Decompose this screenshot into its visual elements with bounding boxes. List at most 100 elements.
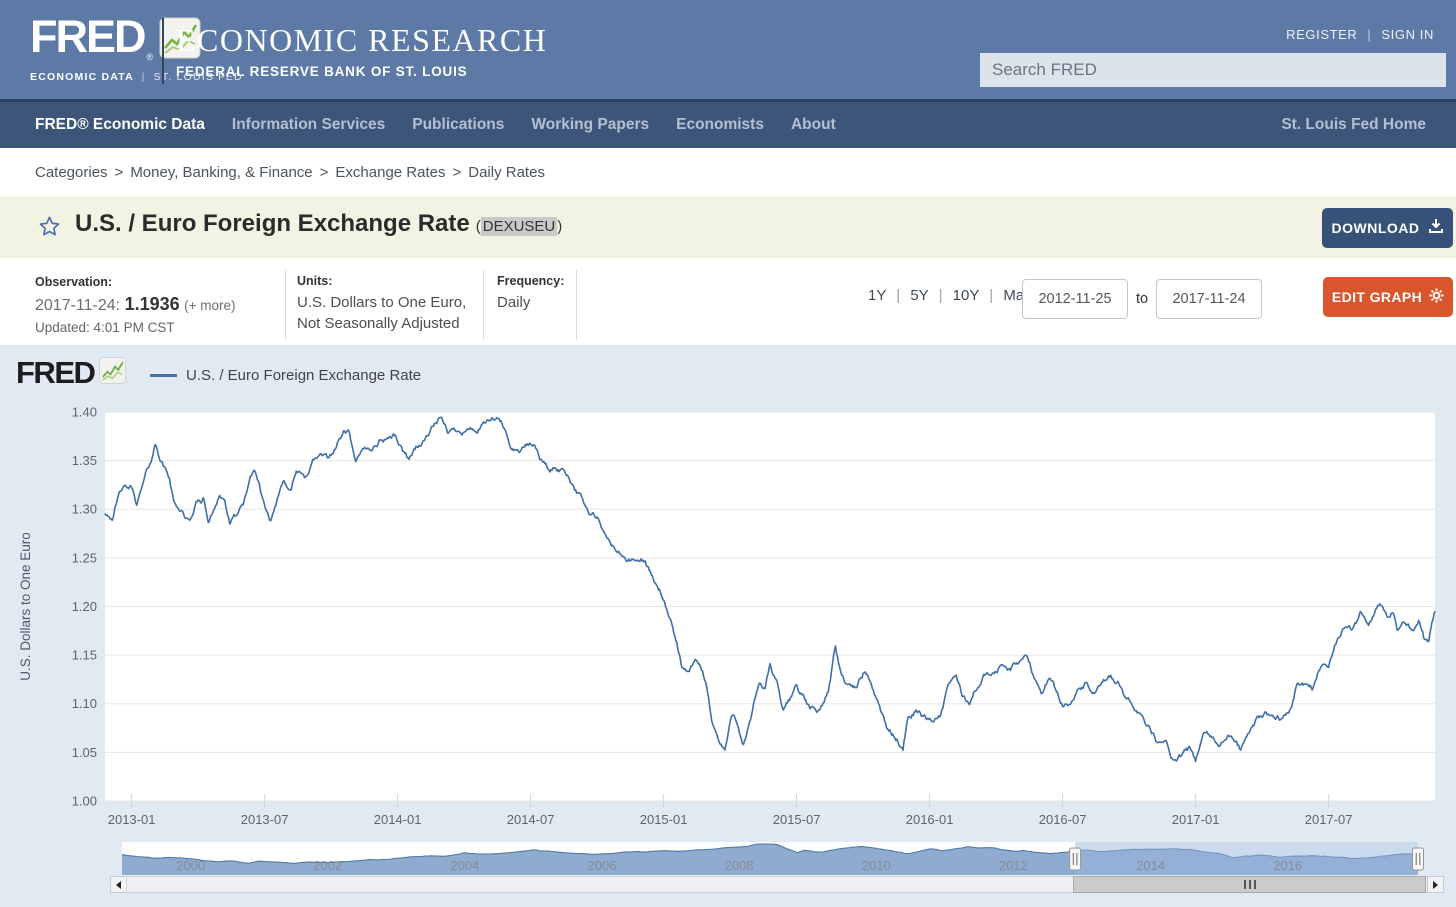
x-tick-label: 2017-07 (1305, 812, 1353, 827)
observation-updated: Updated: 4:01 PM CST (35, 320, 175, 335)
x-tick-label: 2014-01 (374, 812, 422, 827)
navigator-year-label: 2008 (725, 858, 754, 873)
download-button-label: DOWNLOAD (1331, 220, 1420, 236)
series-id: (DEXUSEU) (475, 217, 563, 236)
fred-watermark-chart-icon (99, 357, 127, 389)
x-tick-label: 2013-01 (108, 812, 156, 827)
navigator-year-label: 2010 (862, 858, 891, 873)
navigator-year-label: 2004 (450, 858, 479, 873)
series-title-text: U.S. / Euro Foreign Exchange Rate (75, 210, 470, 237)
navigator-year-label: 2006 (588, 858, 617, 873)
y-tick-label: 1.05 (72, 745, 97, 760)
scrollbar-left-arrow[interactable] (110, 876, 127, 893)
page-title: U.S. / Euro Foreign Exchange Rate (DEXUSE… (75, 210, 562, 238)
navigator-year-label: 2012 (999, 858, 1028, 873)
tagline-st-louis-fed: ST. LOUIS FED (153, 71, 243, 83)
series-meta-row: Observation: 2017-11-24: 1.1936 (+ more)… (0, 258, 1456, 345)
auth-links: REGISTER | SIGN IN (1286, 27, 1434, 42)
fred-logo-registered-mark: ® (146, 52, 154, 62)
column-divider (285, 270, 286, 340)
right-arrow-icon (1433, 880, 1438, 889)
nav-item-information-services[interactable]: Information Services (231, 116, 386, 133)
breadcrumb-categories[interactable]: Categories (35, 163, 108, 181)
units-block: Units: U.S. Dollars to One Euro, Not Sea… (297, 271, 466, 334)
gear-icon (1429, 288, 1444, 306)
nav-item-st-louis-fed-home[interactable]: St. Louis Fed Home (1281, 116, 1426, 133)
range-preset-10y[interactable]: 10Y (952, 287, 980, 304)
breadcrumb-daily-rates[interactable]: Daily Rates (468, 163, 545, 181)
y-tick-label: 1.20 (72, 599, 97, 614)
scrollbar-thumb[interactable] (1073, 876, 1426, 893)
navigator-year-label: 2000 (176, 858, 205, 873)
chart-legend: U.S. / Euro Foreign Exchange Rate (150, 367, 421, 384)
observation-more-link[interactable]: (+ more) (184, 298, 236, 313)
x-tick-label: 2013-07 (241, 812, 289, 827)
edit-graph-button[interactable]: EDIT GRAPH (1323, 277, 1453, 317)
range-preset-1y[interactable]: 1Y (868, 287, 887, 304)
range-preset-5y[interactable]: 5Y (910, 287, 929, 304)
fred-logo-chart-icon (159, 17, 201, 64)
fred-watermark: FRED (16, 355, 127, 391)
units-label: Units: (297, 274, 333, 288)
y-tick-label: 1.30 (72, 502, 97, 517)
x-tick-label: 2014-07 (507, 812, 555, 827)
breadcrumb-exchange-rates[interactable]: Exchange Rates (335, 163, 446, 181)
nav-item-working-papers[interactable]: Working Papers (531, 116, 650, 133)
navigator-selection[interactable] (1075, 842, 1418, 875)
frequency-label: Frequency: (497, 274, 565, 288)
nav-item-about[interactable]: About (790, 116, 836, 133)
nav-item-fred-economic-data[interactable]: FRED® Economic Data (35, 116, 205, 133)
breadcrumb: Categories > Money, Banking, & Finance >… (0, 148, 1456, 196)
scrollbar-right-arrow[interactable] (1427, 876, 1444, 893)
y-tick-label: 1.00 (72, 794, 97, 809)
favorite-star-icon[interactable] (38, 215, 61, 243)
register-link[interactable]: REGISTER (1286, 27, 1358, 42)
start-date-input[interactable] (1022, 279, 1128, 319)
main-chart-svg: 1.40 1.35 1.30 1.25 1.20 1.15 1.10 1.05 1.00 2013… (18, 405, 1436, 875)
navigator-year-label: 2016 (1273, 858, 1302, 873)
site-title-block: ECONOMIC RESEARCH FEDERAL RESERVE BANK O… (176, 22, 547, 79)
units-line1: U.S. Dollars to One Euro, (297, 294, 467, 311)
end-date-input[interactable] (1156, 279, 1262, 319)
units-line2: Not Seasonally Adjusted (297, 315, 460, 332)
fred-logo[interactable]: FRED ® ECONOMIC DATA | ST. LOUIS FED (30, 14, 243, 83)
legend-series-label: U.S. / Euro Foreign Exchange Rate (186, 367, 422, 384)
chart-region: 1.40 1.35 1.30 1.25 1.20 1.15 1.10 1.05 1.00 2013… (0, 345, 1456, 907)
site-header: FRED ® ECONOMIC DATA | ST. LOUIS FED ECO… (0, 0, 1456, 99)
horizontal-scrollbar (110, 876, 1444, 893)
fred-logo-tagline: ECONOMIC DATA | ST. LOUIS FED (30, 71, 243, 83)
site-subtitle: FEDERAL RESERVE BANK OF ST. LOUIS (176, 64, 468, 79)
series-title-band: U.S. / Euro Foreign Exchange Rate (DEXUSE… (0, 196, 1456, 258)
site-title: ECONOMIC RESEARCH (176, 22, 548, 58)
column-divider (576, 270, 577, 340)
frequency-block: Frequency: Daily (497, 271, 564, 313)
auth-separator: | (1367, 27, 1372, 42)
navigator-handle-right[interactable] (1412, 847, 1424, 871)
breadcrumb-money-banking-finance[interactable]: Money, Banking, & Finance (130, 163, 313, 181)
main-series-line (104, 416, 1436, 763)
download-icon (1428, 219, 1444, 237)
tagline-separator: | (141, 71, 146, 83)
fred-watermark-text: FRED (16, 355, 96, 390)
observation-value-line: 2017-11-24: 1.1936 (+ more) (35, 293, 235, 317)
y-axis-title: U.S. Dollars to One Euro (18, 532, 33, 681)
legend-line-swatch (150, 374, 177, 377)
signin-link[interactable]: SIGN IN (1381, 27, 1434, 42)
navigator-year-label: 2002 (313, 858, 342, 873)
y-tick-label: 1.35 (72, 453, 97, 468)
observation-label: Observation: (35, 275, 113, 289)
search-input[interactable] (980, 53, 1446, 87)
navigator-year-label: 2014 (1136, 858, 1165, 873)
nav-item-economists[interactable]: Economists (676, 116, 764, 133)
download-button[interactable]: DOWNLOAD (1322, 208, 1453, 248)
column-divider (483, 270, 484, 340)
y-tick-label: 1.15 (72, 648, 97, 663)
scrollbar-grip (1243, 880, 1246, 889)
observation-block: Observation: 2017-11-24: 1.1936 (+ more)… (35, 271, 235, 339)
scrollbar-grip (1253, 880, 1256, 889)
breadcrumb-separator: > (114, 163, 124, 181)
x-tick-label: 2015-07 (773, 812, 821, 827)
navigator-handle-left[interactable] (1069, 847, 1082, 871)
y-tick-label: 1.40 (72, 405, 97, 420)
nav-item-publications[interactable]: Publications (412, 116, 505, 133)
